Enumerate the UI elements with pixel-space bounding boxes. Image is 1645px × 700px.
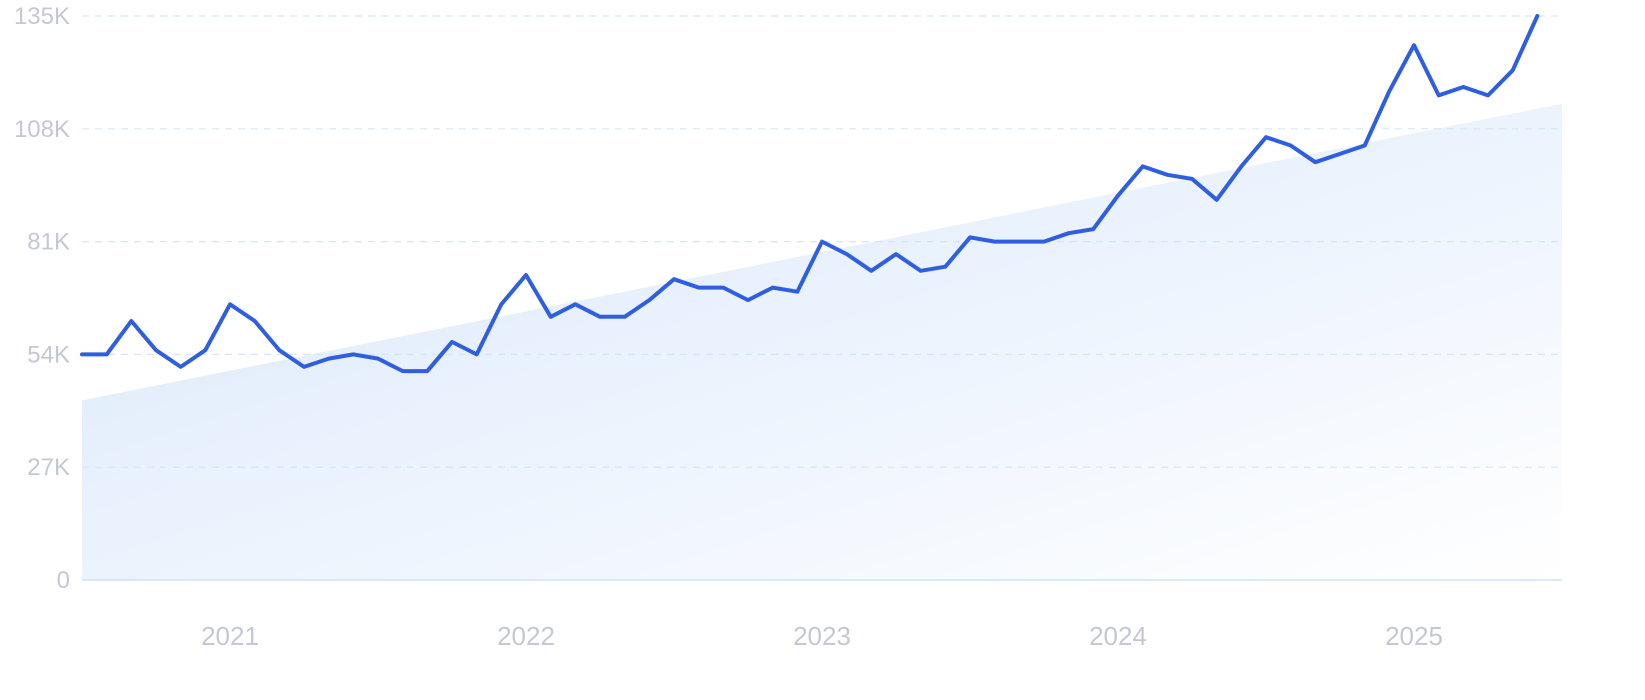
data-point (1437, 93, 1441, 97)
data-point (1535, 14, 1539, 18)
data-point (1239, 164, 1243, 168)
data-point (1511, 68, 1515, 72)
data-point (1165, 173, 1169, 177)
data-point (179, 365, 183, 369)
data-point (1387, 89, 1391, 93)
data-point (993, 240, 997, 244)
data-points-group (80, 14, 1539, 373)
data-point (1363, 144, 1367, 147)
data-point (549, 315, 553, 319)
data-point (771, 286, 775, 290)
data-point (1091, 227, 1095, 231)
data-point (598, 315, 602, 319)
data-point (845, 252, 849, 256)
data-point (1190, 177, 1194, 181)
y-tick-label: 54K (27, 341, 70, 368)
y-tick-label: 81K (27, 229, 70, 256)
x-tick-label: 2025 (1385, 621, 1443, 651)
data-point (943, 265, 947, 269)
trend-area-group (82, 103, 1562, 580)
data-point (721, 286, 725, 290)
y-tick-label: 0 (57, 567, 70, 594)
data-point (376, 357, 380, 361)
data-point (1486, 93, 1490, 97)
data-point (1289, 144, 1293, 147)
data-point (425, 369, 429, 373)
data-point (401, 369, 405, 373)
y-tick-label: 27K (27, 454, 70, 481)
data-point (647, 298, 651, 302)
data-point (1264, 135, 1268, 139)
x-tick-label: 2023 (793, 621, 851, 651)
data-point (968, 235, 972, 239)
data-point (672, 277, 676, 281)
data-point (277, 348, 281, 352)
data-point (80, 352, 84, 356)
data-point (869, 269, 873, 273)
data-point (623, 315, 627, 319)
data-point (228, 302, 232, 306)
data-point (154, 348, 158, 352)
data-point (351, 352, 355, 356)
data-point (573, 302, 577, 306)
data-point (327, 357, 331, 361)
data-point (253, 319, 257, 323)
y-tick-label: 108K (14, 116, 70, 143)
data-point (1042, 240, 1046, 244)
data-point (499, 302, 503, 306)
data-point (919, 269, 923, 273)
data-point (302, 365, 306, 369)
data-point (820, 240, 824, 244)
data-point (450, 340, 454, 344)
series-line (80, 14, 1540, 374)
data-point (1017, 240, 1021, 244)
data-point (1116, 194, 1120, 198)
data-point (1067, 231, 1071, 235)
y-axis-tick-labels: 0 27K 54K 81K 108K 135K (14, 3, 70, 594)
x-tick-label: 2024 (1089, 621, 1147, 651)
data-point (203, 348, 207, 352)
data-point (475, 352, 479, 356)
data-point (524, 273, 528, 277)
data-point (894, 252, 898, 256)
data-point (1141, 164, 1145, 168)
data-point (129, 319, 133, 323)
data-point (1313, 160, 1317, 164)
data-point (697, 286, 701, 290)
data-point (105, 352, 109, 356)
series-line-group (80, 14, 1540, 374)
data-point (1412, 43, 1416, 47)
trend-area (82, 103, 1562, 580)
x-axis-tick-labels: 2021 2022 2023 2024 2025 (201, 621, 1443, 651)
data-point (1338, 152, 1342, 156)
gridlines-group (82, 15, 1562, 581)
data-point (1215, 198, 1219, 202)
data-point (1461, 85, 1465, 89)
y-tick-label: 135K (14, 3, 70, 30)
x-tick-label: 2021 (201, 621, 259, 651)
data-point (795, 290, 799, 294)
data-point (746, 298, 750, 302)
x-tick-label: 2022 (497, 621, 555, 651)
